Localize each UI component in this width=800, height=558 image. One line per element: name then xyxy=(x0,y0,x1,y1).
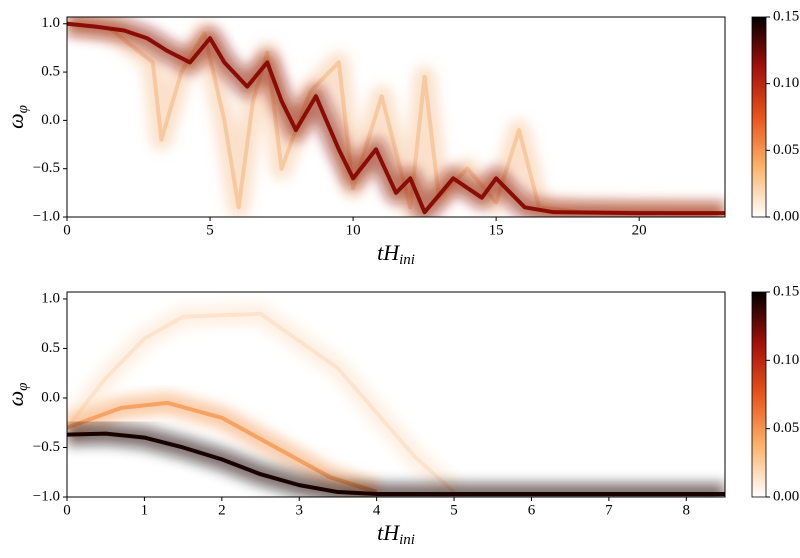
density-ridge xyxy=(67,21,725,216)
y-label-sub: φ xyxy=(15,105,31,113)
x-tick-label: 0 xyxy=(63,222,71,238)
colorbar-tick-label: 0.10 xyxy=(773,352,799,368)
y-label-sub: φ xyxy=(15,383,31,391)
colorbar-tick-label: 0.05 xyxy=(773,142,799,158)
y-label-main: ω xyxy=(3,113,28,129)
y-label-main: ω xyxy=(3,391,28,407)
y-tick-label: −1.0 xyxy=(33,488,60,504)
y-tick-label: 0.5 xyxy=(41,64,60,80)
plot-area xyxy=(67,17,725,217)
y-tick-label: 0.0 xyxy=(41,389,60,405)
axes-frame xyxy=(66,16,726,218)
x-tick-label: 10 xyxy=(346,222,361,238)
x-tick-label: 5 xyxy=(450,502,458,518)
x-tick-label: 3 xyxy=(295,502,303,518)
x-tick-label: 6 xyxy=(528,502,536,518)
x-axis-label: tHini xyxy=(377,520,415,548)
colorbar xyxy=(751,16,767,218)
y-axis-label: ωφ xyxy=(3,105,31,129)
axes-frame xyxy=(66,291,726,498)
colorbar xyxy=(751,291,767,498)
x-tick-label: 0 xyxy=(63,502,71,518)
y-tick-label: −0.5 xyxy=(33,160,60,176)
density-ridge xyxy=(67,400,378,494)
y-tick-label: 0.5 xyxy=(41,340,60,356)
x-tick-label: 2 xyxy=(218,502,226,518)
x-label-main: tH xyxy=(377,520,400,545)
colorbar-tick-label: 0.00 xyxy=(773,488,799,504)
density-ridge xyxy=(67,431,725,497)
x-label-sub: ini xyxy=(399,532,415,548)
density-ridge xyxy=(67,21,725,216)
x-tick-label: 7 xyxy=(605,502,613,518)
colorbar-tick-label: 0.05 xyxy=(773,420,799,436)
x-tick-label: 8 xyxy=(683,502,691,518)
density-ridge xyxy=(67,311,456,494)
colorbar-tick-label: 0.15 xyxy=(773,283,799,299)
y-tick-label: 1.0 xyxy=(41,15,60,31)
colorbar-tick-label: 0.00 xyxy=(773,208,799,224)
x-axis-label: tHini xyxy=(377,240,415,268)
x-tick-label: 5 xyxy=(206,222,214,238)
x-tick-label: 4 xyxy=(373,502,381,518)
y-tick-label: −0.5 xyxy=(33,439,60,455)
x-label-sub: ini xyxy=(399,252,415,268)
x-tick-label: 1 xyxy=(141,502,149,518)
y-tick-label: 1.0 xyxy=(41,290,60,306)
x-label-main: tH xyxy=(377,240,400,265)
x-tick-label: 20 xyxy=(632,222,647,238)
colorbar-tick-label: 0.15 xyxy=(773,8,799,24)
y-tick-label: −1.0 xyxy=(33,208,60,224)
colorbar-tick-label: 0.10 xyxy=(773,75,799,91)
y-tick-label: 0.0 xyxy=(41,112,60,128)
x-tick-label: 15 xyxy=(489,222,504,238)
y-axis-label: ωφ xyxy=(3,383,31,407)
plot-area xyxy=(67,302,725,497)
